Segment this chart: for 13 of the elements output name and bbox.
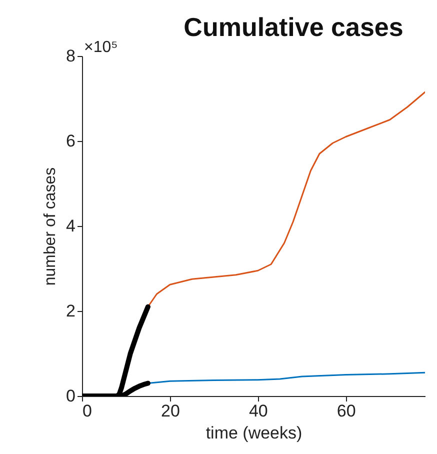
y-tick-label: 2	[66, 302, 76, 320]
y-tick-label: 0	[66, 386, 76, 406]
x-tick-label: 60	[336, 402, 356, 420]
y-tick-label: 8	[66, 46, 76, 66]
y-tick-label: 6	[66, 132, 76, 150]
y-axis-title: number of cases	[42, 167, 60, 286]
x-tick-label: 40	[248, 402, 268, 420]
chart-title: Cumulative cases	[184, 12, 404, 42]
text: ×10⁵	[84, 39, 118, 56]
y-tick-label: 4	[66, 216, 76, 236]
x-tick-label: 20	[160, 402, 180, 420]
x-axis-title: time (weeks)	[206, 424, 302, 442]
x-tick-label: 0	[82, 402, 92, 420]
